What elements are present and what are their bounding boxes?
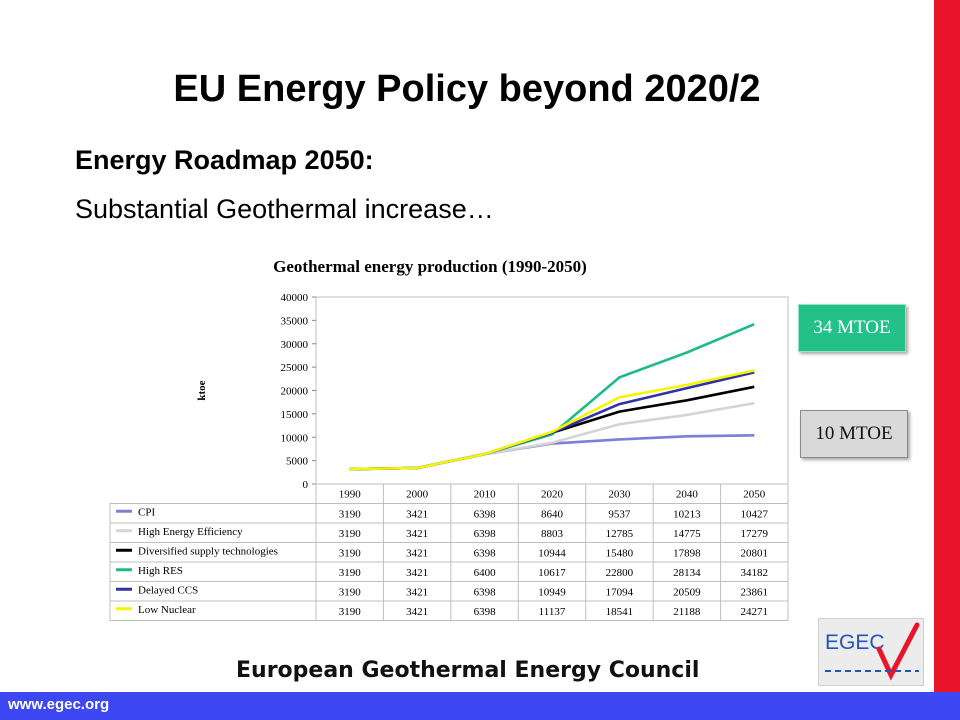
chart-title: Geothermal energy production (1990-2050): [273, 257, 587, 276]
y-tick-label: 25000: [281, 362, 309, 374]
series-line: [349, 371, 755, 471]
footer-org-name: European Geothermal Energy Council: [236, 658, 700, 683]
data-table-value: 3421: [406, 586, 428, 598]
data-table-value: 3190: [339, 567, 362, 579]
y-tick-label: 10000: [281, 432, 309, 444]
data-table-value: 3190: [339, 547, 362, 559]
x-category-label: 2020: [541, 489, 564, 501]
data-table-value: 3190: [339, 586, 362, 598]
x-category-label: 1990: [339, 489, 362, 501]
legend-entry: High Energy Efficiency: [138, 526, 243, 538]
data-table-value: 3190: [339, 528, 362, 540]
data-table-value: 6398: [474, 547, 497, 559]
data-table-value: 17094: [606, 586, 634, 598]
bottom-website-bar: [0, 692, 960, 720]
data-table-value: 10617: [538, 567, 566, 579]
badge-34-mtoe: 34 MTOE: [798, 304, 906, 352]
y-tick-label: 15000: [281, 409, 309, 421]
data-table-value: 3190: [339, 508, 362, 520]
data-table-value: 17898: [673, 547, 701, 559]
data-table-value: 8640: [541, 508, 564, 520]
plot-area: [315, 296, 789, 485]
slide-subtitle: Energy Roadmap 2050:: [75, 145, 374, 175]
legend-entry: CPI: [138, 506, 155, 518]
data-table-value: 3421: [406, 606, 428, 618]
website-link[interactable]: www.egec.org: [8, 696, 110, 713]
right-accent-bar: [934, 0, 960, 692]
data-table-value: 10944: [538, 547, 566, 559]
data-table-value: 23861: [741, 586, 769, 598]
logo-checkmark-icon: [876, 622, 920, 681]
data-table-value: 6398: [474, 508, 497, 520]
legend-entry: Low Nuclear: [138, 604, 196, 616]
y-axis-label: ktoe: [196, 380, 208, 400]
data-table-value: 34182: [741, 567, 769, 579]
data-table-value: 3421: [406, 528, 428, 540]
data-table-value: 28134: [673, 567, 701, 579]
data-table-value: 17279: [741, 528, 769, 540]
series-line: [349, 323, 755, 471]
egec-logo-mark: EGEC: [825, 622, 920, 681]
y-tick-label: 35000: [281, 315, 309, 327]
legend-entry: Diversified supply technologies: [138, 545, 278, 557]
geothermal-chart: 0 5000 10000 15000 20000 25000 30000 35000 40000…: [109, 292, 789, 621]
data-table-value: 15480: [606, 547, 634, 559]
x-category-label: 2040: [676, 489, 699, 501]
data-table-value: 22800: [606, 567, 634, 579]
series-line: [349, 369, 755, 471]
series-line: [349, 434, 755, 471]
legend-entry: Delayed CCS: [138, 584, 198, 596]
y-tick-label: 5000: [286, 456, 309, 468]
x-category-label: 2000: [406, 489, 429, 501]
data-table-value: 6398: [474, 586, 497, 598]
data-table-value: 10427: [741, 508, 769, 520]
data-table-value: 24271: [741, 606, 769, 618]
data-table-value: 3190: [339, 606, 362, 618]
data-table-value: 9537: [608, 508, 631, 520]
logo-text: EGEC: [825, 631, 885, 654]
data-table-value: 6398: [474, 606, 497, 618]
data-table-value: 10213: [673, 508, 701, 520]
badge-10-mtoe: 10 MTOE: [800, 410, 908, 458]
data-table-value: 21188: [673, 606, 701, 618]
data-table-value: 6400: [474, 567, 497, 579]
data-table-value: 20509: [673, 586, 701, 598]
legend-entry: High RES: [138, 565, 183, 577]
data-table-value: 3421: [406, 508, 428, 520]
data-table-value: 10949: [538, 586, 566, 598]
data-table-value: 12785: [606, 528, 634, 540]
data-table-value: 3421: [406, 567, 428, 579]
x-category-label: 2050: [743, 489, 766, 501]
slide-subtitle-secondary: Substantial Geothermal increase…: [75, 194, 494, 224]
slide-title: EU Energy Policy beyond 2020/2: [173, 68, 761, 110]
data-table-value: 3421: [406, 547, 428, 559]
data-table-value: 20801: [741, 547, 769, 559]
x-category-label: 2030: [608, 489, 631, 501]
y-tick-label: 40000: [281, 292, 309, 304]
y-tick-label: 20000: [281, 386, 309, 398]
y-tick-label: 30000: [281, 339, 309, 351]
data-table-value: 8803: [541, 528, 564, 540]
x-category-label: 2010: [474, 489, 497, 501]
data-table-value: 6398: [474, 528, 497, 540]
data-table-value: 18541: [606, 606, 634, 618]
data-table-value: 11137: [539, 606, 566, 618]
data-table-value: 14775: [673, 528, 701, 540]
series-line: [349, 385, 755, 471]
egec-logo: EGEC: [818, 618, 924, 686]
y-tick-label: 0: [303, 479, 309, 491]
